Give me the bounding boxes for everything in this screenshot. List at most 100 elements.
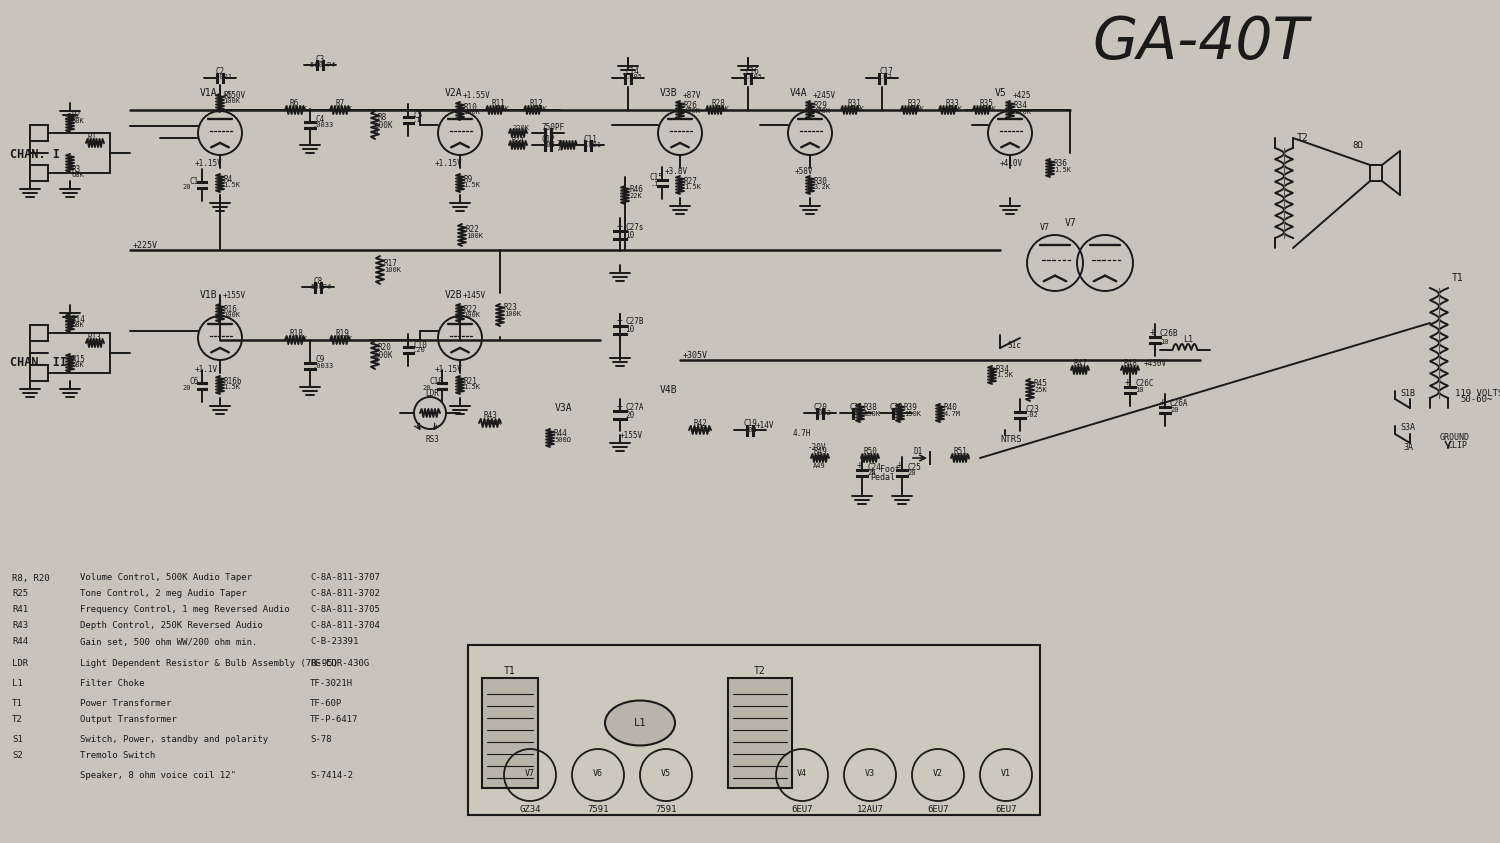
Text: +58V: +58V	[795, 167, 813, 175]
Text: C26A: C26A	[1170, 400, 1188, 409]
Text: 220K: 220K	[512, 125, 530, 131]
Text: 2M: 2M	[556, 140, 564, 146]
Text: +: +	[856, 460, 862, 470]
Text: +1.55V: +1.55V	[464, 90, 490, 99]
Text: 100K: 100K	[712, 106, 729, 112]
Text: 500Pf: 500Pf	[310, 284, 332, 290]
Text: V4B: V4B	[660, 385, 678, 395]
Text: 4.7M: 4.7M	[944, 411, 962, 417]
Text: 6EU7: 6EU7	[792, 804, 813, 813]
Text: LDR: LDR	[12, 659, 28, 668]
Text: 100K: 100K	[466, 233, 483, 239]
Text: C10: C10	[430, 378, 444, 386]
Text: C-8A-811-3705: C-8A-811-3705	[310, 605, 380, 615]
Text: Power Transformer: Power Transformer	[80, 700, 171, 708]
Text: L1: L1	[1184, 336, 1192, 345]
Text: C20: C20	[815, 402, 828, 411]
Text: C27A: C27A	[626, 404, 644, 412]
Text: 20: 20	[422, 385, 430, 391]
Text: V2A: V2A	[446, 88, 462, 98]
Text: L1: L1	[633, 718, 646, 728]
Text: -20V: -20V	[808, 443, 826, 453]
Text: C26C: C26C	[1136, 379, 1154, 389]
Text: R19: R19	[334, 330, 350, 339]
Bar	[30, 325, 48, 341]
Text: R30: R30	[815, 176, 828, 185]
Text: R1: R1	[88, 133, 98, 142]
Text: R28: R28	[712, 99, 726, 109]
Text: 1.5K: 1.5K	[224, 182, 240, 188]
Text: R8: R8	[378, 114, 387, 122]
Text: A: A	[374, 128, 378, 134]
Text: 10: 10	[1160, 339, 1168, 345]
Bar	[30, 365, 48, 381]
Text: 100K: 100K	[384, 267, 400, 273]
Text: LDR: LDR	[424, 389, 439, 398]
Text: 20: 20	[908, 470, 915, 476]
Text: 10: 10	[626, 325, 634, 335]
Text: 1.5K: 1.5K	[1054, 167, 1071, 173]
Text: 8Ω: 8Ω	[1352, 141, 1362, 149]
Text: R21: R21	[464, 377, 477, 385]
Text: 220K: 220K	[334, 106, 352, 112]
Text: C3: C3	[316, 56, 326, 65]
Text: Volume Control, 500K Audio Taper: Volume Control, 500K Audio Taper	[80, 573, 252, 583]
Text: R20: R20	[378, 343, 392, 352]
Text: S2: S2	[12, 751, 22, 760]
Text: +155V: +155V	[224, 291, 246, 299]
Text: 220K: 220K	[290, 106, 308, 112]
Text: R42: R42	[694, 420, 708, 428]
Text: C24: C24	[867, 463, 880, 471]
Text: +1.15V: +1.15V	[435, 158, 462, 168]
Text: .022: .022	[815, 410, 831, 416]
Text: 750PF: 750PF	[542, 124, 564, 132]
Text: R51: R51	[954, 448, 968, 457]
Text: C4: C4	[315, 115, 324, 124]
Text: C26B: C26B	[1160, 330, 1179, 339]
Text: +: +	[1125, 377, 1131, 387]
Ellipse shape	[604, 701, 675, 745]
Text: V1B: V1B	[200, 290, 217, 300]
Text: A49: A49	[813, 463, 825, 469]
Text: .02: .02	[744, 427, 756, 433]
Text: 68K: 68K	[512, 142, 525, 148]
Text: 1M: 1M	[87, 340, 96, 346]
Text: R43: R43	[12, 621, 28, 631]
Text: TF-60P: TF-60P	[310, 700, 342, 708]
Text: +: +	[616, 401, 622, 411]
Text: .02: .02	[1024, 412, 1038, 418]
Text: T1: T1	[1452, 273, 1464, 283]
Text: R36: R36	[1054, 159, 1068, 169]
Text: V2: V2	[933, 769, 944, 777]
Text: 220K: 220K	[945, 106, 962, 112]
Text: 500K: 500K	[374, 351, 393, 359]
Text: NTRS: NTRS	[1000, 436, 1022, 444]
Text: 100K: 100K	[504, 311, 520, 317]
Text: 100K: 100K	[464, 109, 480, 115]
Text: .0033: .0033	[312, 122, 333, 128]
Text: Filter Choke: Filter Choke	[80, 679, 144, 689]
Text: RE-LDR-430G: RE-LDR-430G	[310, 659, 369, 668]
Text: .005: .005	[746, 74, 762, 80]
Text: 68K: 68K	[72, 322, 84, 328]
Text: R31: R31	[847, 99, 861, 109]
Text: Frequency Control, 1 meg Reversed Audio: Frequency Control, 1 meg Reversed Audio	[80, 605, 290, 615]
Text: R18: R18	[290, 330, 304, 339]
Text: 22K: 22K	[628, 193, 642, 199]
Text: .1: .1	[650, 181, 658, 187]
Text: R15: R15	[72, 355, 86, 363]
Text: 220K: 220K	[1014, 109, 1031, 115]
Text: R3: R3	[72, 164, 81, 174]
Text: 10: 10	[1136, 387, 1143, 393]
Text: +: +	[1160, 397, 1166, 407]
Text: R44: R44	[554, 429, 568, 438]
Text: R34: R34	[1014, 101, 1028, 110]
Text: R11: R11	[492, 99, 506, 109]
Text: R10: R10	[464, 103, 477, 111]
Text: Tone Control, 2 meg Audio Taper: Tone Control, 2 meg Audio Taper	[80, 589, 246, 599]
Text: +150V: +150V	[224, 90, 246, 99]
Bar	[728, 678, 792, 788]
Text: R24: R24	[512, 137, 525, 143]
Text: +225V: +225V	[134, 240, 158, 250]
Text: A: A	[374, 358, 378, 364]
